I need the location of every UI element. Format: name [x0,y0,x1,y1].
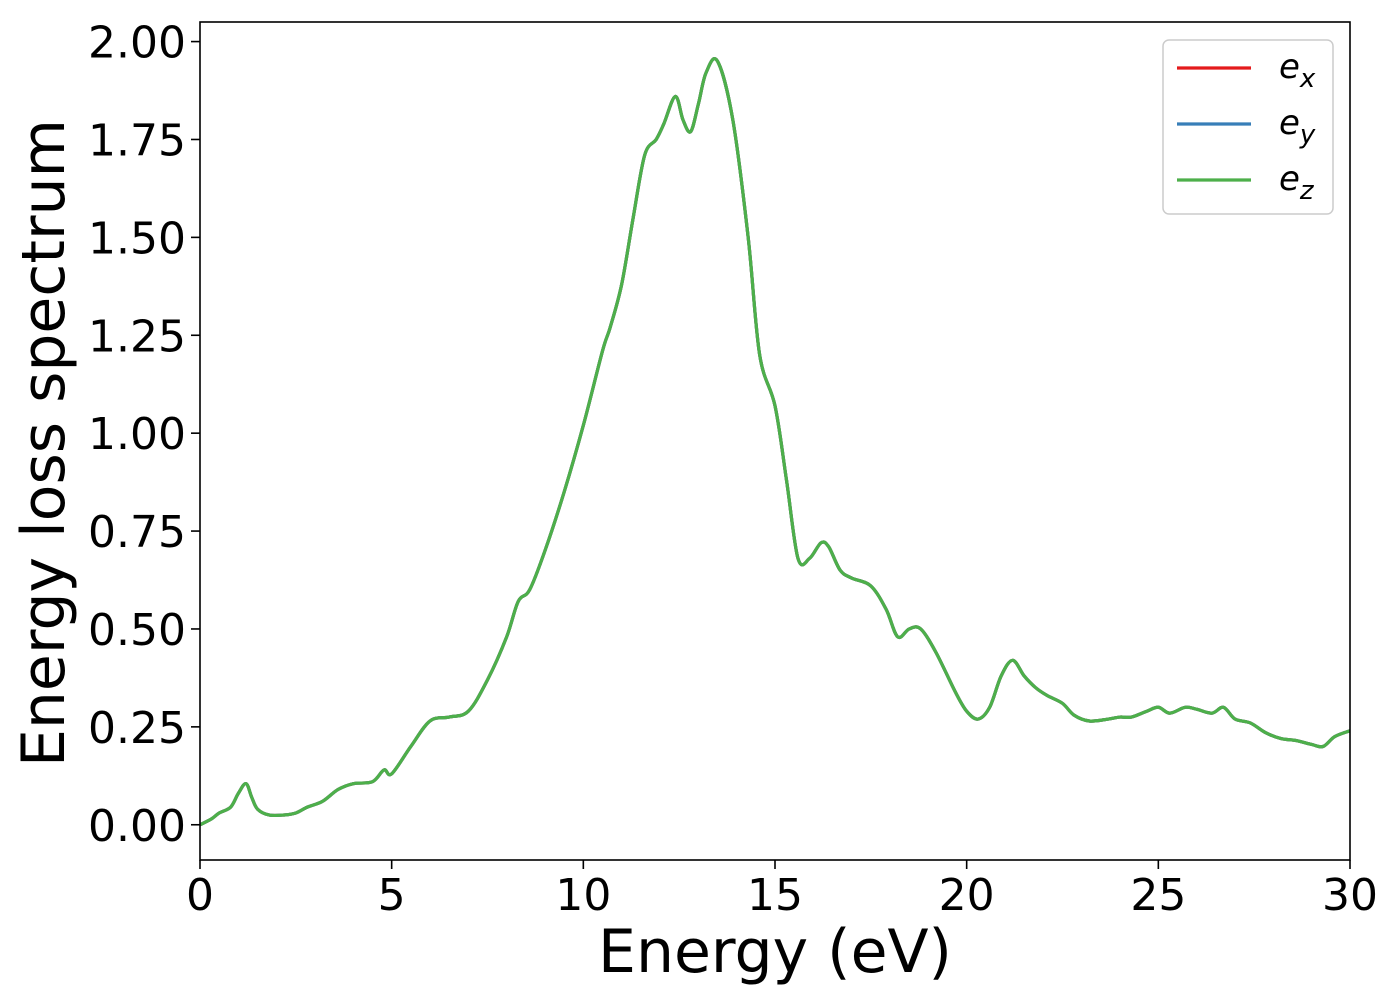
x-axis-label: Energy (eV) [598,917,952,987]
legend-label-base: e [1279,159,1300,199]
series-layer [200,57,1350,827]
y-tick-label: 1.00 [88,409,186,460]
x-tick-label: 20 [939,870,995,921]
y-tick-label: 2.00 [88,18,186,69]
legend-label-e-x: ex [1279,47,1316,94]
y-tick-label: 1.25 [88,311,186,362]
legend-label-base: e [1279,47,1300,87]
legend-label-e-z: ez [1279,159,1315,206]
y-tick-label: 1.50 [88,213,186,264]
x-tick-label: 15 [747,870,803,921]
legend-box [1162,39,1334,215]
y-tick-label: 0.00 [88,801,186,852]
y-tick-label: 0.50 [88,605,186,656]
y-tick-label: 0.25 [88,703,186,754]
x-tick-label: 10 [555,870,611,921]
y-axis-label: Energy loss spectrum [9,119,79,767]
x-tick-label: 5 [378,870,406,921]
legend-label-subscript: z [1299,176,1315,206]
legend-label-subscript: y [1299,120,1316,150]
y-axis-ticks: 0.00 0.25 0.50 0.75 1.00 1.25 1.50 1.75 2.00 [88,18,200,852]
legend-label-base: e [1279,103,1300,143]
x-tick-label: 25 [1130,870,1186,921]
y-tick-label: 0.75 [88,507,186,558]
series-line-e-z [200,57,1350,827]
legend-label-subscript: x [1299,64,1316,94]
x-tick-label: 0 [186,870,214,921]
legend-label-e-y: ey [1279,103,1316,150]
y-tick-label: 1.75 [88,115,186,166]
x-tick-label: 30 [1322,870,1378,921]
x-axis-ticks: 0 5 10 15 20 25 30 [186,860,1378,921]
